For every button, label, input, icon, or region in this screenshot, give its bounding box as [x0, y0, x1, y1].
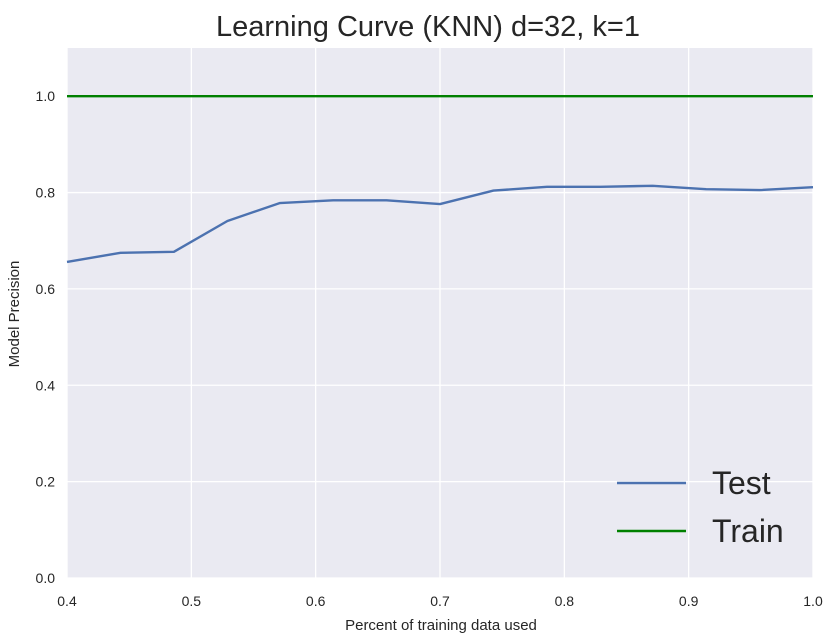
grid-lines: [66, 48, 814, 579]
chart-title: Learning Curve (KNN) d=32, k=1: [216, 11, 640, 43]
y-tick-label: 0.2: [36, 474, 56, 490]
x-axis-label: Percent of training data used: [345, 617, 537, 634]
x-tick-label: 0.5: [182, 593, 202, 609]
series-line-test: [66, 184, 814, 264]
y-tick-labels: 0.0 0.2 0.4 0.6 0.8 1.0: [36, 88, 56, 586]
y-tick-label: 0.0: [36, 570, 56, 586]
y-tick-label: 0.4: [36, 377, 56, 393]
x-tick-labels: 0.4 0.5 0.6 0.7 0.8 0.9 1.0: [57, 593, 823, 609]
y-tick-label: 0.8: [36, 185, 56, 201]
x-tick-label: 1.0: [803, 593, 823, 609]
series-lines: [66, 94, 814, 264]
y-tick-label: 0.6: [36, 281, 56, 297]
y-tick-label: 1.0: [36, 88, 56, 104]
legend: Test Train: [617, 465, 784, 549]
x-tick-label: 0.7: [430, 593, 450, 609]
x-tick-label: 0.9: [679, 593, 699, 609]
legend-label-train: Train: [712, 513, 784, 549]
x-tick-label: 0.8: [555, 593, 575, 609]
y-axis-label: Model Precision: [6, 261, 23, 368]
x-tick-label: 0.6: [306, 593, 326, 609]
x-tick-label: 0.4: [57, 593, 77, 609]
legend-label-test: Test: [712, 465, 771, 501]
